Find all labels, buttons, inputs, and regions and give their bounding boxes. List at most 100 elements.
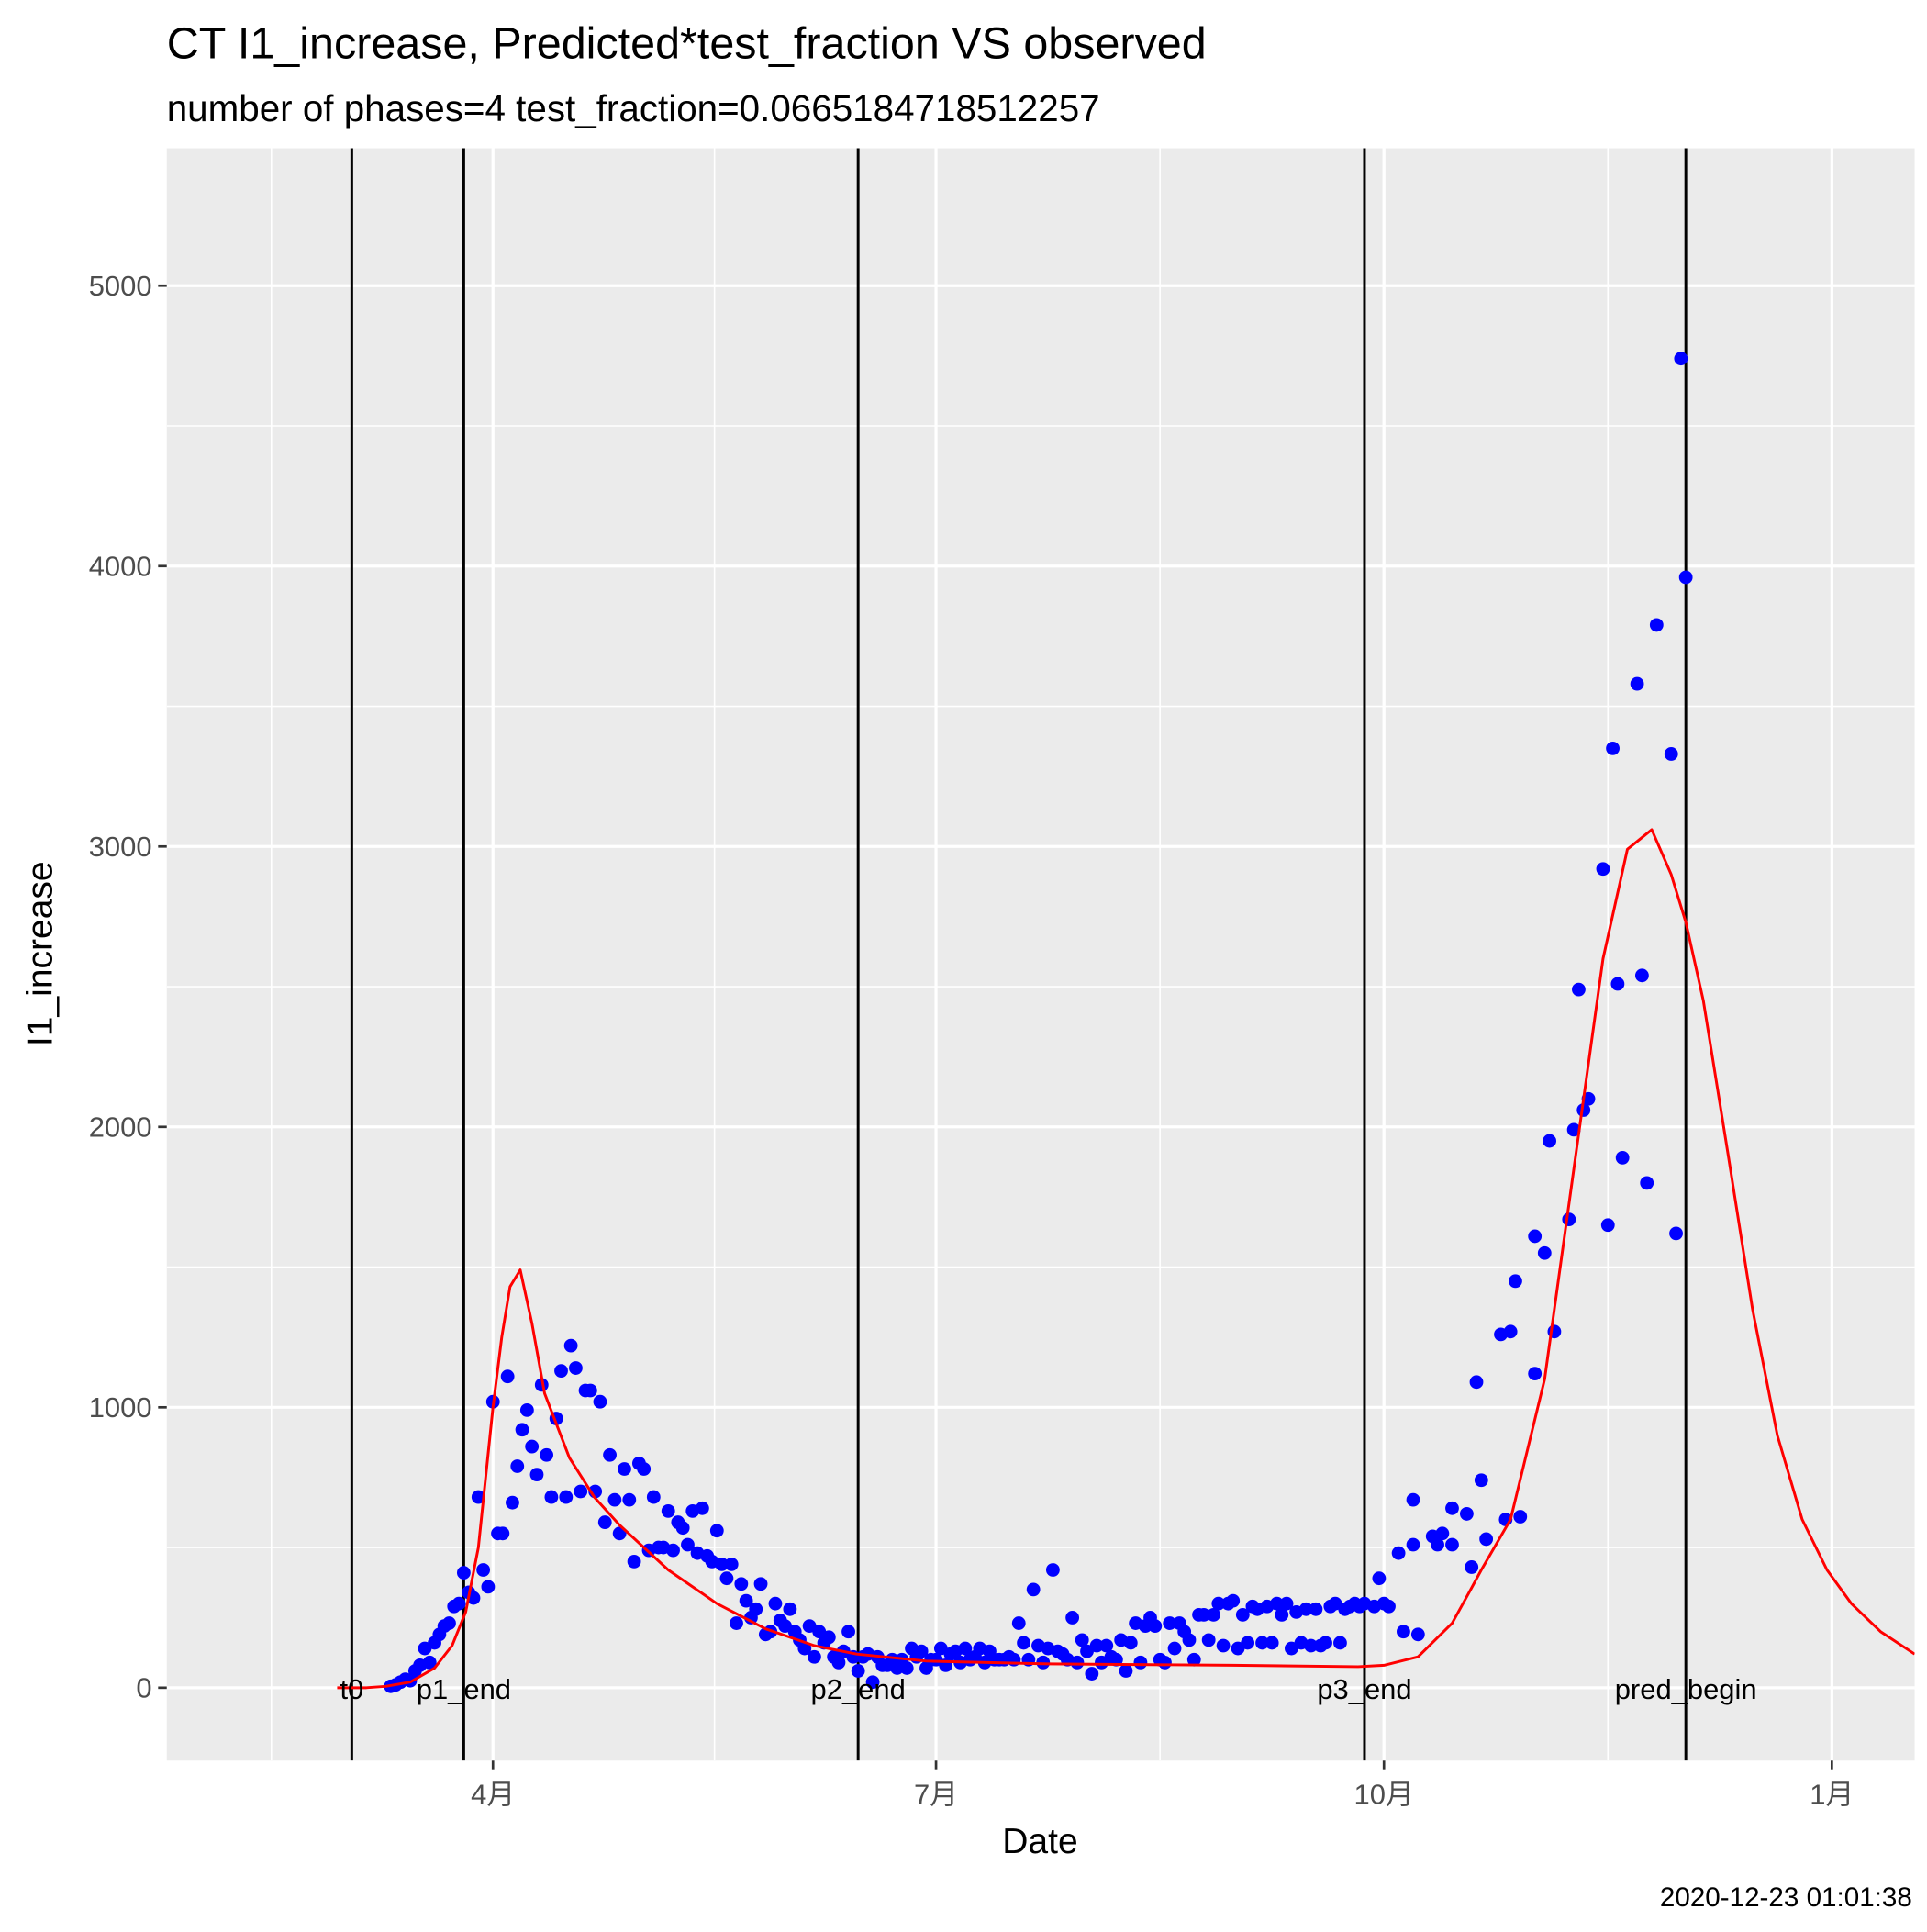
data-point [1459,1507,1474,1521]
data-point [666,1543,680,1558]
data-point [500,1369,515,1384]
data-point [768,1596,783,1611]
data-point [1372,1571,1387,1586]
data-point [456,1566,471,1580]
data-point [1241,1636,1255,1650]
x-tick-label: 10月 [1354,1778,1414,1810]
data-point [1397,1625,1410,1639]
data-point [574,1484,588,1499]
data-point [1201,1633,1216,1647]
data-point [622,1492,637,1507]
data-point [1099,1638,1114,1653]
data-point [1445,1501,1459,1515]
data-point [1163,1616,1177,1630]
data-point [1674,352,1688,366]
data-point [1465,1560,1479,1574]
prediction-line [337,828,1915,1690]
data-point [1304,1638,1319,1653]
data-point [506,1495,519,1510]
data-point [1186,1652,1201,1667]
data-point [515,1423,529,1437]
data-point [496,1526,510,1541]
data-point [1270,1596,1284,1611]
data-point [734,1577,749,1591]
data-point [1123,1636,1138,1650]
data-point [1319,1636,1332,1650]
data-point [637,1462,652,1476]
y-tick-label: 2000 [89,1111,152,1144]
data-point [1431,1537,1444,1552]
data-point [1279,1596,1294,1611]
data-point [783,1602,797,1616]
data-point [1606,741,1620,755]
data-point [1275,1607,1289,1622]
data-point [1070,1655,1085,1670]
data-point [914,1644,929,1658]
data-point [695,1501,709,1515]
data-point [1298,1602,1313,1616]
data-point [646,1490,661,1504]
data-point [534,1378,549,1392]
data-point [1089,1638,1104,1653]
data-point [851,1664,865,1678]
data-point [519,1402,534,1417]
data-point [1640,1176,1654,1190]
data-point [958,1641,973,1656]
data-point [618,1462,631,1476]
data-point [525,1439,540,1454]
data-point [1207,1607,1220,1622]
y-tick-label: 4000 [89,551,152,583]
data-point [1410,1627,1425,1642]
caption: 2020-12-23 01:01:38 [1660,1882,1912,1913]
data-point [797,1641,812,1656]
data-point [899,1661,914,1675]
data-point [715,1558,730,1571]
data-point [719,1571,734,1586]
data-point [471,1490,485,1504]
phase-label: t0 [340,1673,363,1705]
data-point [841,1625,855,1639]
data-point [865,1675,880,1690]
data-point [675,1521,690,1536]
plot-area [166,148,1915,1761]
data-point [724,1558,739,1571]
data-point [749,1602,763,1616]
data-point [1649,618,1664,632]
data-point [1211,1596,1226,1611]
y-tick-label: 5000 [89,270,152,302]
data-point [1045,1563,1060,1577]
x-tick-label: 7月 [914,1778,958,1810]
y-tick-label: 0 [136,1672,151,1704]
data-point [1572,982,1586,997]
data-point [1026,1582,1041,1597]
data-point [1635,968,1649,983]
data-point [593,1394,607,1409]
data-point [563,1338,578,1353]
data-point [1158,1655,1172,1670]
data-point [1197,1607,1211,1622]
data-point [1513,1510,1528,1524]
data-point [831,1655,846,1670]
data-point [510,1459,525,1473]
data-point [1537,1245,1552,1260]
data-point [1226,1593,1241,1608]
data-point [544,1490,559,1504]
data-point [1435,1526,1450,1541]
data-point [607,1492,622,1507]
data-point [603,1447,617,1462]
data-point [1075,1633,1089,1647]
data-point [1664,747,1678,761]
phase-label: pred_begin [1615,1673,1757,1705]
data-point [1216,1638,1231,1653]
data-point [1509,1274,1522,1289]
data-point [481,1580,496,1594]
data-point [569,1361,583,1375]
y-axis-title: I1_increase [21,861,61,1046]
data-point [451,1596,466,1611]
panel-background [166,148,1915,1761]
data-point [1445,1537,1459,1552]
data-point [730,1616,743,1630]
data-point [1148,1619,1163,1634]
data-point [753,1577,768,1591]
